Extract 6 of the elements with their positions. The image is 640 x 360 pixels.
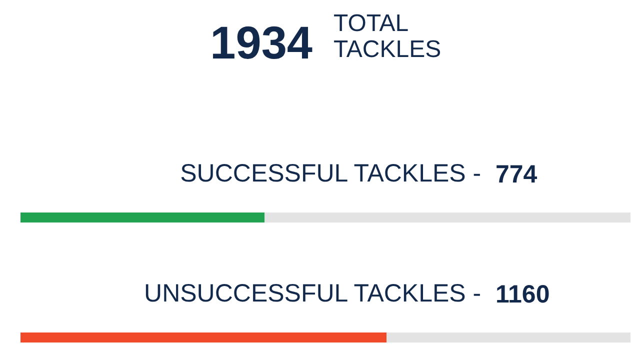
y-tick-label: SUCCESSFUL TACKLES - [180, 160, 482, 188]
annotation: 774 [496, 160, 538, 188]
annotation: 1160 [496, 280, 550, 308]
chart-title: 1934 [210, 16, 313, 68]
chart-subtitle: TOTAL TACKLES [334, 10, 442, 63]
y-tick-label: UNSUCCESSFUL TACKLES - [144, 280, 482, 308]
